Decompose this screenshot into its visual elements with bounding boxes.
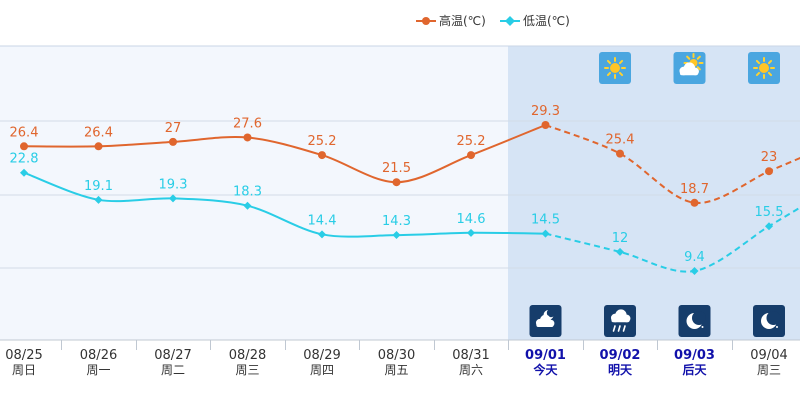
x-tick-label-date: 09/03	[674, 348, 715, 363]
x-tick-label-date: 09/02	[600, 348, 641, 363]
data-point[interactable]	[765, 167, 773, 176]
data-label: 26.4	[10, 125, 39, 140]
series-line-past	[23, 124, 546, 184]
data-point[interactable]	[392, 231, 401, 240]
data-label: 27	[165, 121, 182, 136]
clear-night-icon	[753, 305, 785, 337]
legend-high-marker	[422, 17, 430, 25]
data-point[interactable]	[94, 195, 103, 204]
series-line-past	[23, 171, 546, 238]
legend-low-marker	[505, 16, 515, 26]
data-point[interactable]	[765, 222, 773, 231]
x-tick-label-weekday: 周六	[459, 363, 483, 377]
data-point[interactable]	[616, 247, 624, 256]
data-point[interactable]	[243, 133, 252, 142]
x-tick-label-date: 08/29	[303, 348, 340, 363]
data-label: 21.5	[382, 161, 411, 176]
x-tick-label-date: 08/28	[229, 348, 266, 363]
x-tick-label-date: 09/04	[750, 348, 787, 363]
x-tick-label-weekday: 周二	[161, 363, 185, 377]
cloudy-night-icon	[529, 305, 562, 337]
data-label: 14.3	[382, 214, 411, 229]
data-label: 18.3	[233, 185, 262, 200]
data-label: 14.4	[308, 213, 337, 228]
data-point[interactable]	[169, 194, 177, 203]
data-label: 29.3	[531, 104, 560, 119]
x-tick-label-weekday: 明天	[608, 363, 633, 377]
data-label: 14.5	[531, 213, 560, 228]
data-point[interactable]	[94, 142, 103, 151]
data-point[interactable]	[392, 178, 401, 187]
x-tick-label-weekday: 周日	[12, 363, 36, 377]
x-tick-label-date: 08/31	[452, 348, 489, 363]
weather-icons	[529, 52, 785, 337]
x-tick-label-date: 08/27	[154, 348, 191, 363]
data-point[interactable]	[467, 151, 475, 160]
x-tick-label-weekday: 后天	[682, 362, 707, 377]
x-tick-label-weekday: 周一	[86, 363, 110, 377]
data-point[interactable]	[690, 198, 699, 207]
x-tick-label-weekday: 今天	[532, 362, 558, 377]
legend-low-label: 低温(℃)	[523, 14, 570, 28]
data-label: 14.6	[457, 212, 486, 227]
data-label: 25.4	[606, 133, 635, 148]
data-point[interactable]	[20, 142, 28, 151]
partly-cloudy-day-icon	[673, 52, 706, 84]
legend-item-low[interactable]: 低温(℃)	[500, 14, 570, 28]
data-label: 27.6	[233, 116, 262, 131]
x-tick-label-weekday: 周三	[757, 363, 781, 377]
sunny-icon	[599, 52, 631, 84]
data-point[interactable]	[690, 267, 699, 275]
data-point[interactable]	[169, 137, 177, 146]
series-low: 22.8 19.1 19.3 18.3 14.4 14.3 14.6 14.5 12 9.4 15.…	[10, 152, 800, 275]
data-point[interactable]	[541, 229, 550, 238]
legend: 高温(℃) 低温(℃)	[416, 13, 570, 28]
data-point[interactable]	[541, 121, 550, 129]
data-label: 26.4	[84, 125, 113, 140]
clear-night-icon	[678, 305, 711, 337]
data-point[interactable]	[318, 230, 326, 239]
data-point[interactable]	[318, 151, 326, 160]
data-label: 25.2	[308, 134, 337, 149]
data-point[interactable]	[616, 149, 624, 158]
data-label: 12	[612, 231, 629, 246]
x-tick-label-weekday: 周五	[384, 363, 408, 377]
x-tick-label-date: 08/25	[5, 348, 42, 363]
data-label: 15.5	[755, 205, 784, 220]
rain-icon	[604, 305, 636, 337]
data-label: 9.4	[684, 250, 705, 265]
x-tick-label-weekday: 周四	[310, 363, 334, 377]
series-high: 26.4 26.4 27 27.6 25.2 21.5 25.2 29.3 25.4 18.7 23	[10, 104, 800, 207]
data-point[interactable]	[467, 228, 475, 237]
sunny-icon	[748, 52, 780, 84]
x-tick-label-date: 08/26	[80, 348, 117, 363]
legend-high-label: 高温(℃)	[439, 13, 486, 28]
data-point[interactable]	[20, 168, 28, 177]
forecast-region	[508, 46, 800, 340]
data-label: 23	[761, 150, 778, 165]
data-label: 22.8	[10, 152, 39, 167]
x-axis: 08/25周日08/26周一08/27周二08/28周三08/29周四08/30…	[5, 340, 788, 377]
data-label: 19.1	[84, 179, 113, 194]
series-line-forecast	[545, 124, 800, 204]
data-label: 19.3	[159, 177, 188, 192]
legend-item-high[interactable]: 高温(℃)	[416, 13, 486, 28]
data-point[interactable]	[243, 201, 252, 210]
x-tick-label-weekday: 周三	[235, 363, 259, 377]
x-tick-label-date: 08/30	[378, 348, 415, 363]
data-label: 25.2	[457, 134, 486, 149]
data-label: 18.7	[680, 182, 709, 197]
x-tick-label-date: 09/01	[525, 348, 566, 363]
gridlines	[0, 120, 800, 269]
